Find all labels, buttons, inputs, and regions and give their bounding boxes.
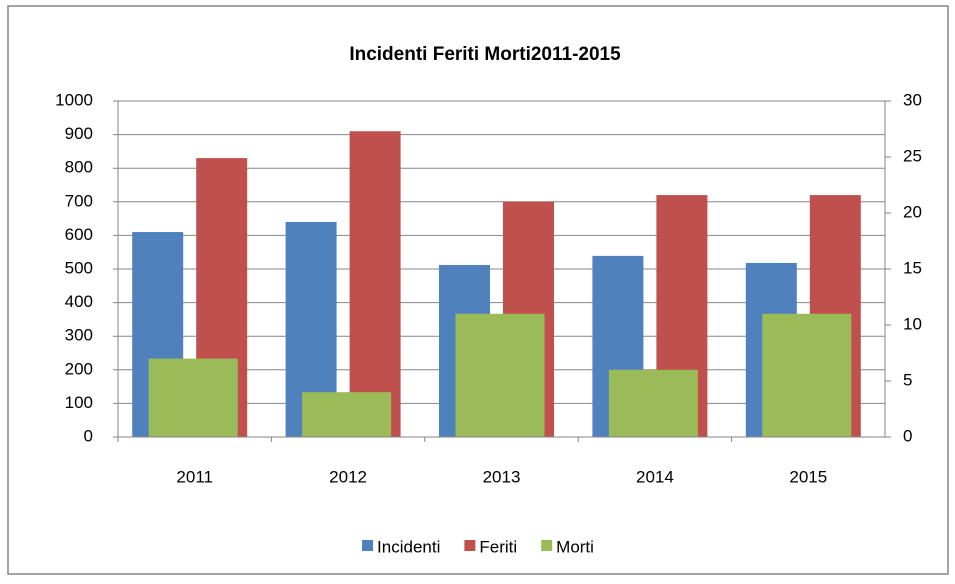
y2-tick-label: 30 (903, 90, 922, 109)
y2-tick-label: 5 (903, 370, 912, 389)
y-tick-label: 0 (84, 426, 93, 445)
bar (148, 358, 238, 437)
legend-swatch (464, 540, 476, 551)
legend-label: Morti (556, 537, 594, 556)
y-tick-label: 900 (65, 124, 93, 143)
chart-title: Incidenti Feriti Morti2011-2015 (349, 44, 621, 65)
bar (608, 369, 698, 437)
y2-tick-label: 20 (903, 202, 922, 221)
y2-tick-label: 0 (903, 426, 912, 445)
x-tick-label: 2013 (483, 467, 521, 486)
y-tick-label: 400 (65, 292, 93, 311)
y-tick-label: 600 (65, 225, 93, 244)
legend-swatch (541, 540, 553, 551)
y-tick-label: 1000 (55, 90, 93, 109)
x-tick-label: 2012 (329, 467, 367, 486)
y2-tick-label: 10 (903, 314, 922, 333)
bar (349, 131, 401, 438)
x-tick-label: 2015 (789, 467, 827, 486)
y2-tick-label: 25 (903, 146, 922, 165)
bar (455, 313, 545, 437)
y-tick-label: 300 (65, 326, 93, 345)
x-tick-label: 2011 (176, 467, 213, 486)
legend-swatch (362, 540, 374, 551)
y-tick-label: 700 (65, 191, 93, 210)
y-tick-label: 800 (65, 158, 93, 177)
legend-label: Incidenti (377, 537, 440, 556)
y-tick-label: 200 (65, 359, 93, 378)
y2-tick-label: 15 (903, 258, 922, 277)
x-tick-label: 2014 (636, 467, 674, 486)
y-tick-label: 100 (65, 393, 93, 412)
bar (302, 392, 392, 437)
bar (762, 313, 852, 437)
y-tick-label: 500 (65, 258, 93, 277)
legend-label: Feriti (479, 537, 517, 556)
